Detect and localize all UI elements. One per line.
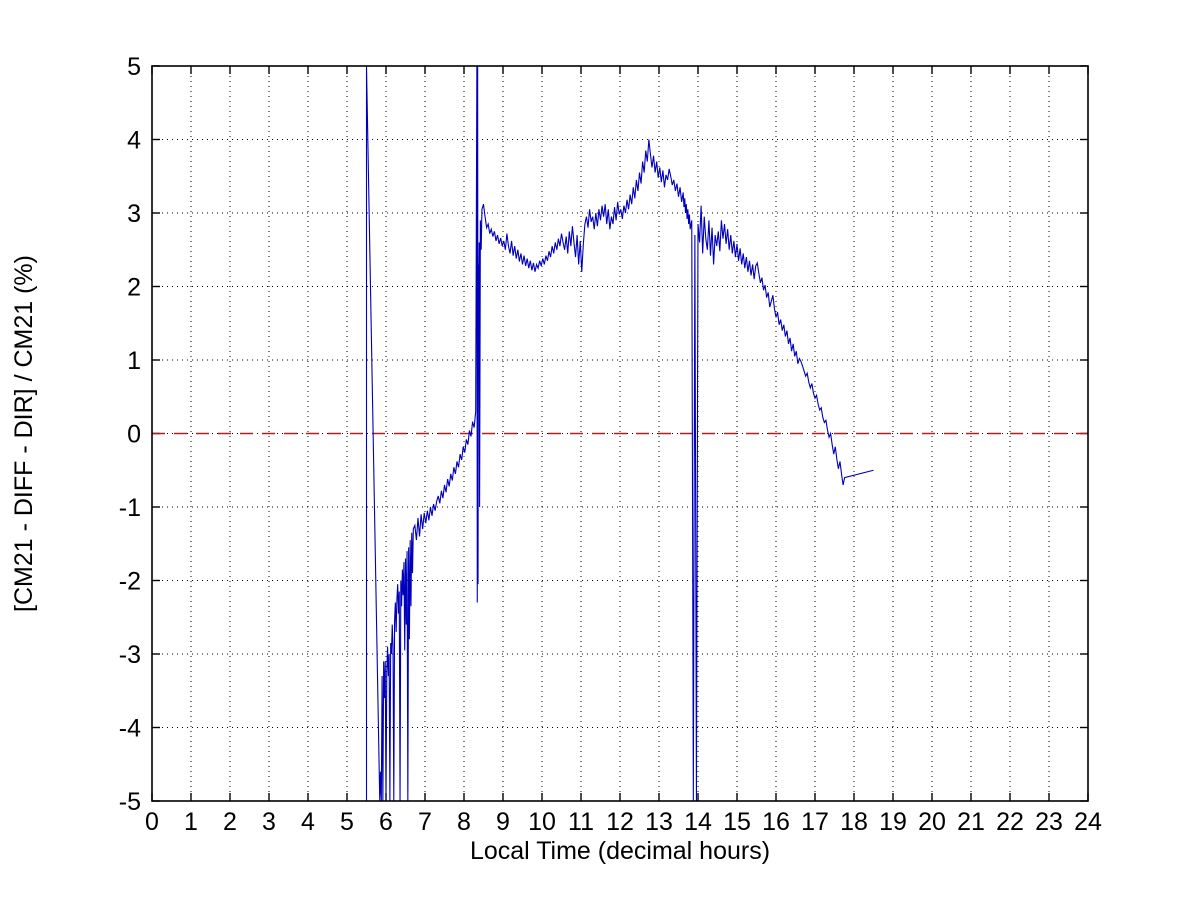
x-axis-title: Local Time (decimal hours) (470, 837, 770, 865)
x-tick-label: 12 (606, 808, 634, 836)
y-tick-label: -1 (119, 494, 141, 522)
x-tick-label: 1 (184, 808, 198, 836)
data-series (365, 66, 874, 801)
y-tick-label: -3 (119, 641, 141, 669)
x-tick-label: 13 (645, 808, 673, 836)
y-tick-label: 1 (127, 347, 141, 375)
y-tick-label: -5 (119, 788, 141, 816)
x-tick-label: 18 (840, 808, 868, 836)
y-tick-label: 4 (127, 127, 141, 155)
x-tick-label: 7 (418, 808, 432, 836)
y-tick-label: 2 (127, 274, 141, 302)
x-tick-label: 20 (918, 808, 946, 836)
x-tick-label: 8 (457, 808, 471, 836)
x-tick-label: 16 (762, 808, 790, 836)
x-axis-tick-labels: 0 1 2 3 4 5 6 7 8 9 10 11 12 13 14 15 16 17 18 19 20 21 22 23 24 (145, 808, 1102, 836)
y-tick-label: -2 (119, 568, 141, 596)
x-tick-label: 10 (528, 808, 556, 836)
x-tick-label: 6 (379, 808, 393, 836)
y-tick-label: 0 (127, 421, 141, 449)
x-tick-label: 0 (145, 808, 159, 836)
x-tick-label: 11 (568, 808, 594, 836)
x-tick-label: 15 (723, 808, 751, 836)
x-tick-label: 19 (879, 808, 907, 836)
y-tick-label: 3 (127, 200, 141, 228)
y-tick-label: 5 (127, 53, 141, 81)
x-tick-label: 9 (496, 808, 510, 836)
x-tick-label: 24 (1074, 808, 1102, 836)
y-axis-title: [CM21 - DIFF - DIR] / CM21 (%) (10, 255, 38, 612)
y-axis-tick-labels: -5 -4 -3 -2 -1 0 1 2 3 4 5 (119, 53, 141, 816)
x-tick-label: 22 (996, 808, 1024, 836)
x-tick-label: 17 (801, 808, 829, 836)
y-tick-label: -4 (119, 715, 141, 743)
x-tick-label: 21 (957, 808, 985, 836)
plot-frame (151, 65, 1089, 802)
x-tick-label: 4 (301, 808, 315, 836)
x-tick-label: 23 (1035, 808, 1063, 836)
x-tick-label: 2 (223, 808, 237, 836)
x-tick-label: 5 (340, 808, 354, 836)
x-tick-label: 14 (684, 808, 712, 836)
x-tick-label: 3 (262, 808, 276, 836)
data-line (365, 66, 874, 801)
